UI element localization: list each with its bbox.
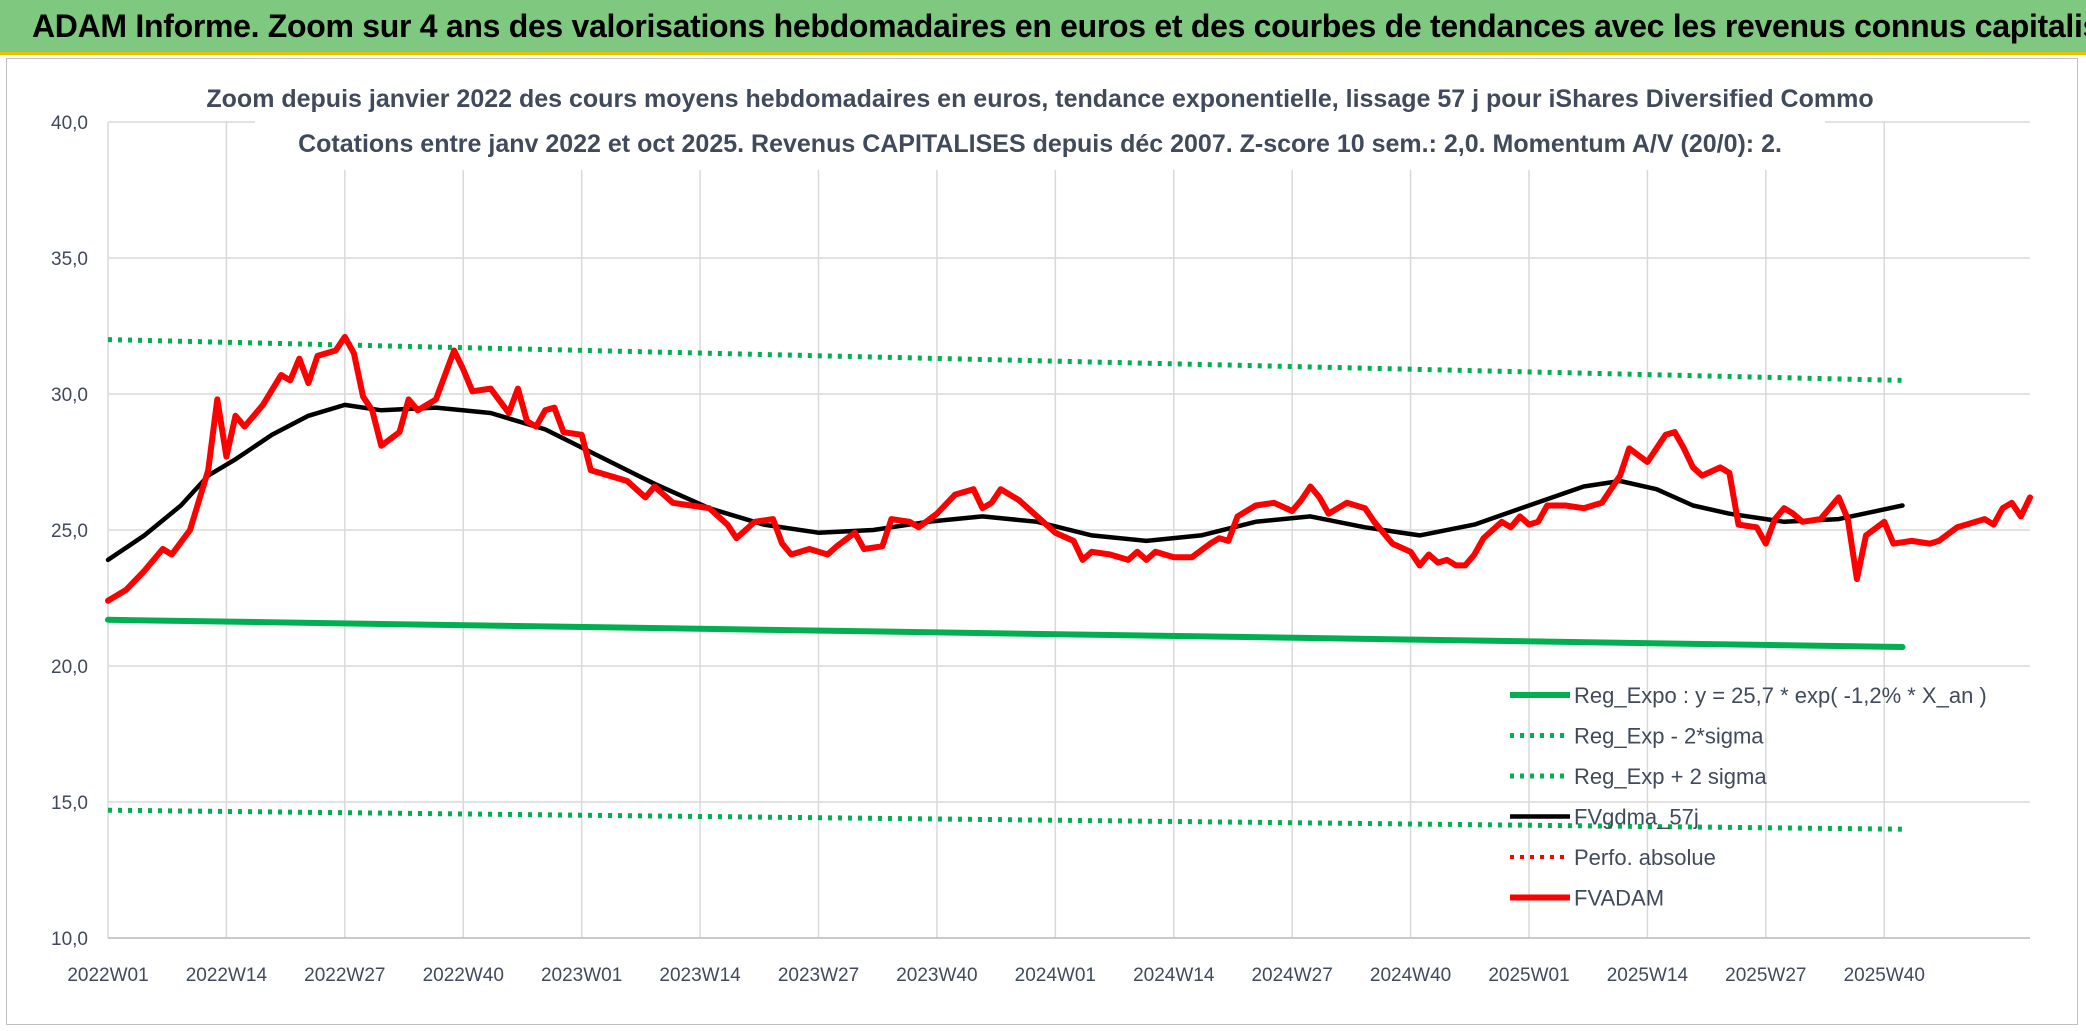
- legend-label: Reg_Expo : y = 25,7 * exp( -1,2% * X_an …: [1574, 683, 1987, 708]
- report-banner: ADAM Informe. Zoom sur 4 ans des valoris…: [0, 0, 2086, 55]
- legend-label: Perfo. absolue: [1574, 845, 1716, 870]
- report-title: ADAM Informe. Zoom sur 4 ans des valoris…: [32, 8, 2086, 44]
- chart-subtitle: Cotations entre janv 2022 et oct 2025. R…: [298, 130, 1782, 158]
- x-tick-label: 2025W01: [1488, 965, 1569, 986]
- y-tick-label: 25,0: [51, 521, 88, 542]
- series-lines: [105, 333, 2033, 832]
- y-tick-label: 20,0: [51, 657, 88, 678]
- legend: Reg_Expo : y = 25,7 * exp( -1,2% * X_an …: [1510, 683, 1987, 911]
- x-tick-label: 2022W14: [186, 965, 268, 986]
- chart-titles: Zoom depuis janvier 2022 des cours moyen…: [206, 80, 1874, 170]
- x-tick-label: 2022W40: [423, 965, 504, 986]
- x-tick-label: 2023W14: [659, 965, 741, 986]
- x-tick-label: 2024W27: [1251, 965, 1332, 986]
- y-tick-label: 10,0: [51, 929, 88, 950]
- series-line: [107, 337, 1903, 383]
- chart-title: Zoom depuis janvier 2022 des cours moyen…: [206, 85, 1873, 113]
- legend-label: Reg_Exp - 2*sigma: [1574, 724, 1764, 749]
- y-tick-label: 30,0: [51, 385, 88, 406]
- x-tick-label: 2024W01: [1015, 965, 1096, 986]
- x-tick-label: 2023W01: [541, 965, 622, 986]
- chart-frame: [6, 58, 2078, 1025]
- legend-label: FVgdma_57j: [1574, 805, 1699, 830]
- x-tick-label: 2025W14: [1607, 965, 1689, 986]
- series-line: [105, 333, 2033, 604]
- x-tick-label: 2022W27: [304, 965, 385, 986]
- y-tick-label: 40,0: [51, 113, 88, 134]
- series-line: [105, 616, 1906, 650]
- legend-label: Reg_Exp + 2 sigma: [1574, 764, 1767, 789]
- x-tick-label: 2023W40: [896, 965, 977, 986]
- x-tick-label: 2025W27: [1725, 965, 1806, 986]
- y-tick-label: 15,0: [51, 793, 88, 814]
- y-axis-ticks: 10,0 15,0 20,0 25,0 30,0 35,0 40,0: [51, 113, 88, 950]
- legend-label: FVADAM: [1574, 886, 1664, 911]
- y-tick-label: 35,0: [51, 249, 88, 270]
- x-tick-label: 2023W27: [778, 965, 859, 986]
- x-tick-label: 2024W14: [1133, 965, 1215, 986]
- x-tick-label: 2022W01: [67, 965, 148, 986]
- x-tick-label: 2025W40: [1844, 965, 1925, 986]
- x-axis-ticks: 2022W01 2022W14 2022W27 2022W40 2023W01 2023W…: [67, 965, 1925, 986]
- x-tick-label: 2024W40: [1370, 965, 1451, 986]
